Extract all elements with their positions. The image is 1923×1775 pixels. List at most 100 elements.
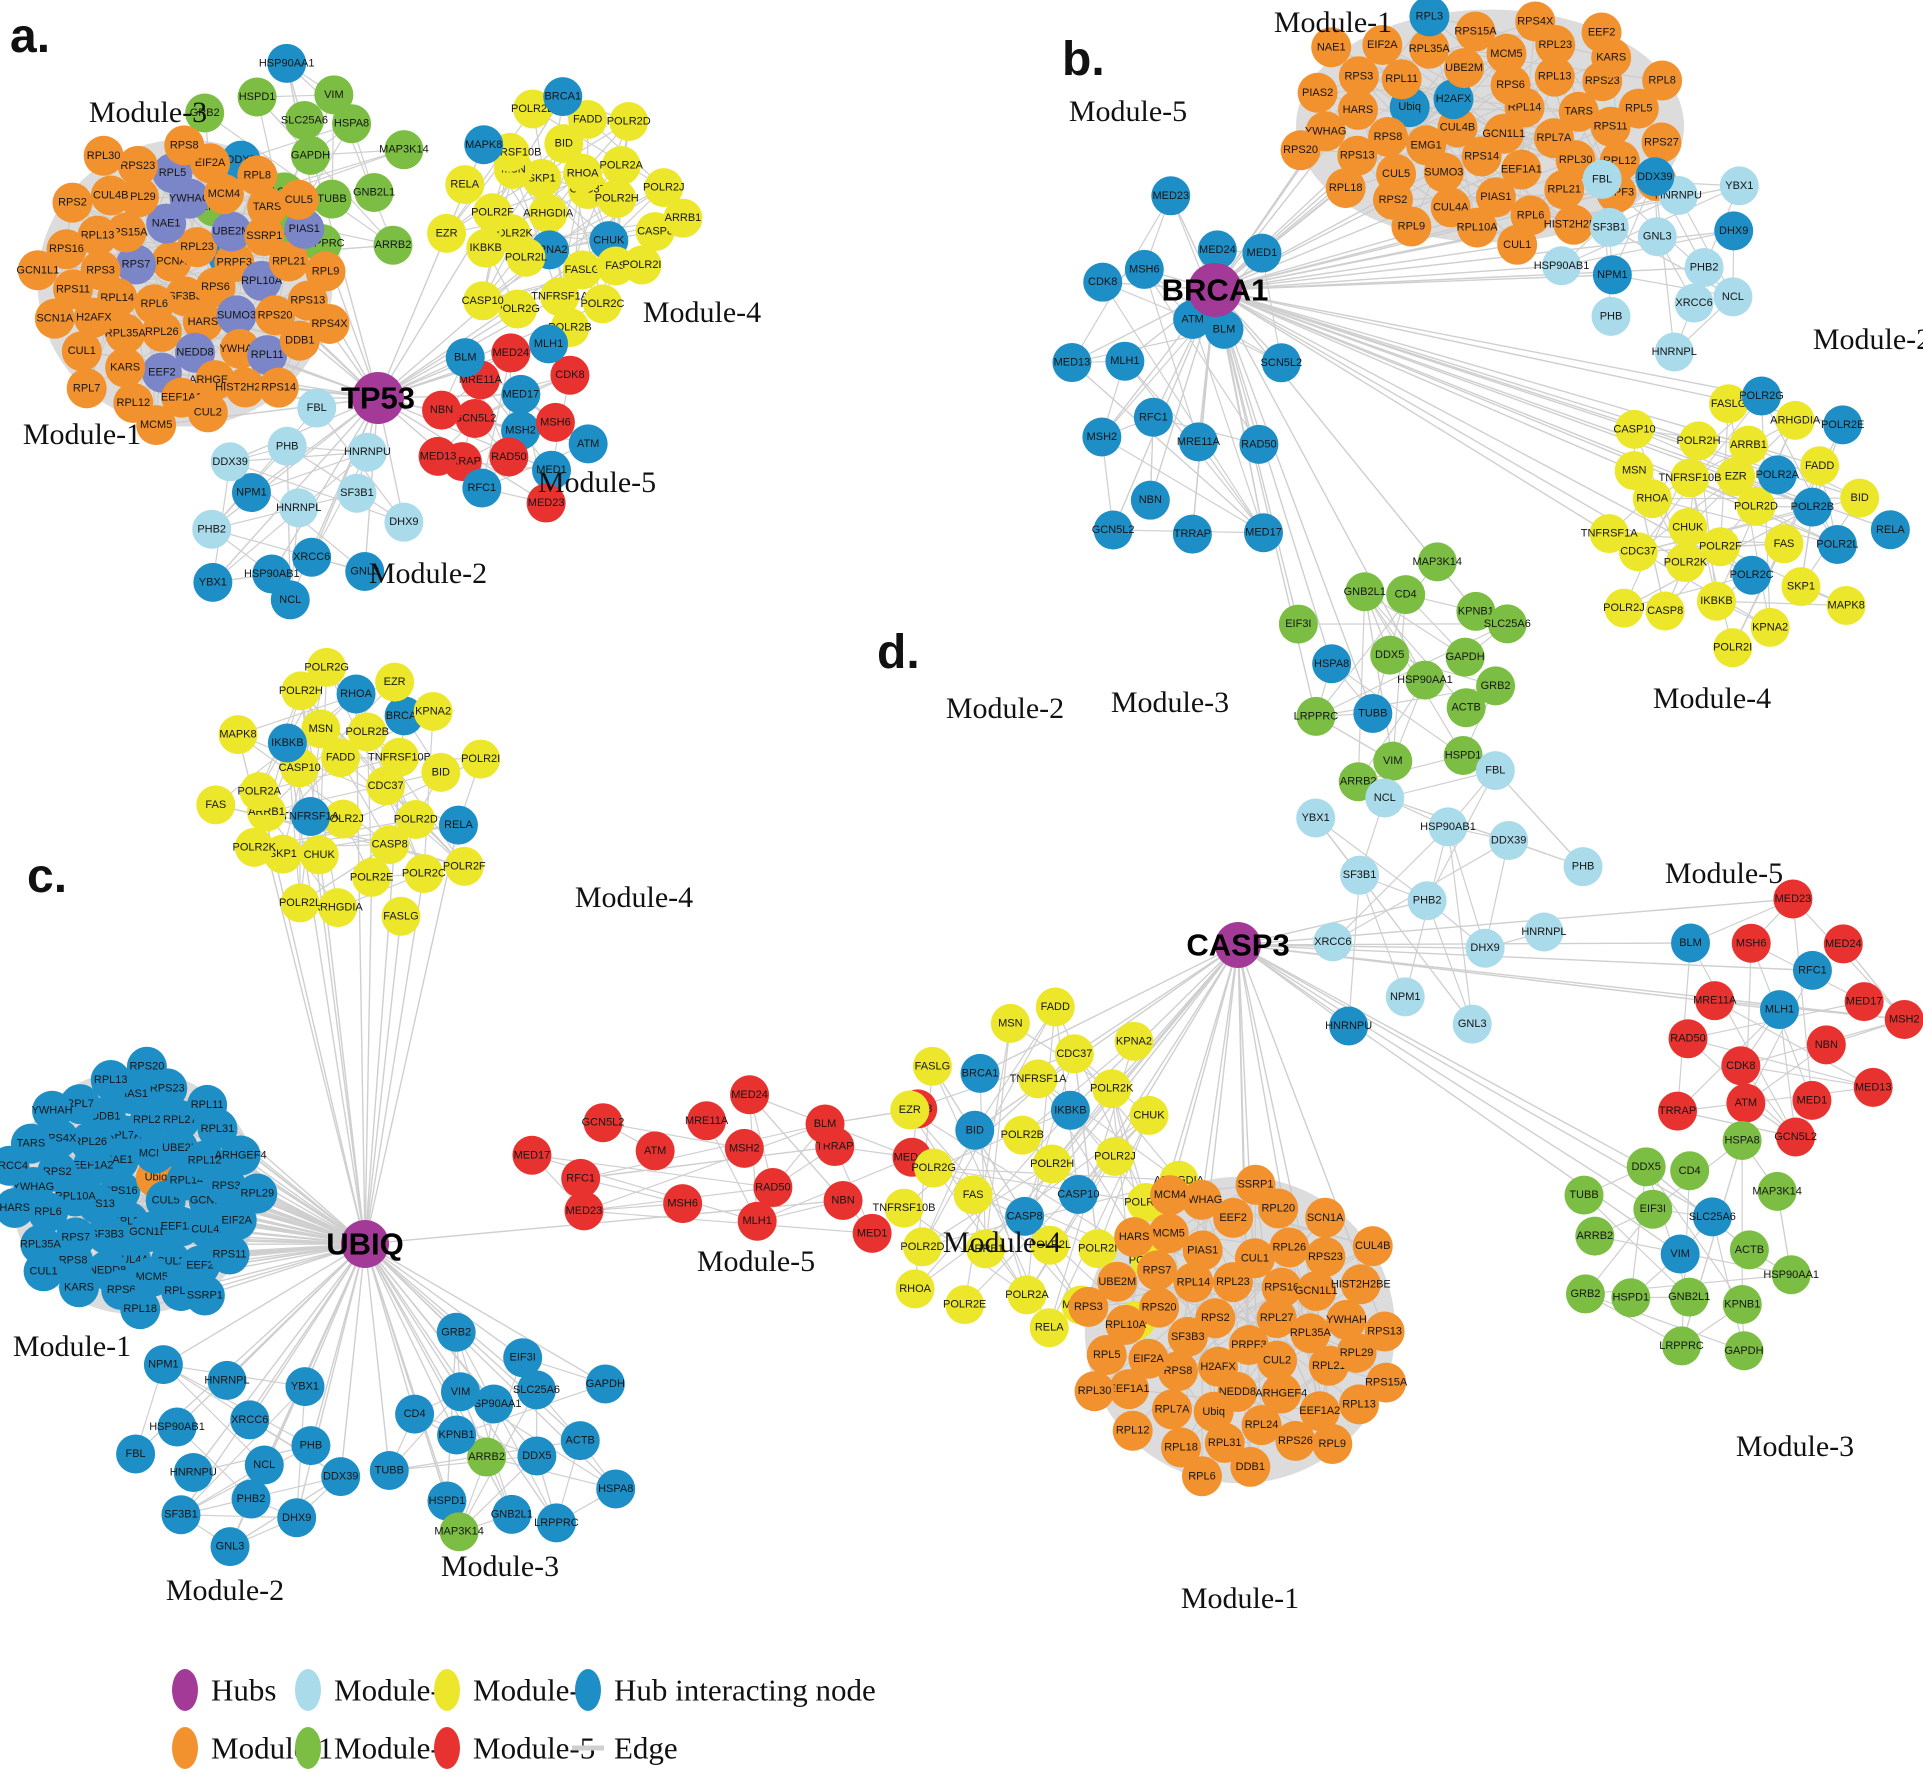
gene-node[interactable]: POLR2K — [233, 827, 277, 867]
gene-node-circle[interactable] — [427, 213, 467, 253]
gene-node[interactable]: MSN — [1614, 451, 1654, 491]
gene-node[interactable]: ARHGDIA — [523, 193, 574, 233]
gene-node-circle[interactable] — [1133, 397, 1173, 437]
gene-node-circle[interactable] — [1305, 1197, 1346, 1238]
gene-node[interactable]: MAPK8 — [1826, 585, 1866, 625]
gene-node-circle[interactable] — [568, 100, 608, 140]
gene-node-circle[interactable] — [1452, 1004, 1492, 1044]
gene-node[interactable]: ATM — [568, 424, 608, 464]
hub-circle[interactable] — [1188, 263, 1242, 317]
gene-node-circle[interactable] — [687, 1101, 727, 1141]
gene-node[interactable]: PIAS1 — [1475, 177, 1516, 218]
gene-node[interactable]: PHB — [291, 1426, 331, 1466]
gene-node-circle[interactable] — [291, 797, 331, 837]
gene-node[interactable]: GAPDH — [291, 135, 330, 175]
gene-node-circle[interactable] — [1030, 1225, 1070, 1265]
gene-node-circle[interactable] — [395, 1394, 435, 1434]
gene-node[interactable]: RPL31 — [1204, 1422, 1245, 1463]
gene-node-circle[interactable] — [1213, 1197, 1254, 1238]
gene-node[interactable]: PHB — [267, 426, 307, 466]
gene-node[interactable]: RPS4X — [309, 303, 350, 344]
gene-node[interactable]: YBX1 — [193, 562, 233, 602]
gene-node-circle[interactable] — [255, 295, 296, 336]
gene-node-circle[interactable] — [960, 1053, 1000, 1093]
hub-node-CASP3[interactable]: CASP3 — [1186, 922, 1290, 968]
gene-node-circle[interactable] — [1152, 1389, 1193, 1430]
gene-node-circle[interactable] — [1642, 60, 1683, 101]
gene-node[interactable]: HNRNPL — [1521, 912, 1567, 952]
gene-node[interactable]: HSPD1 — [237, 77, 277, 117]
gene-node[interactable]: RPS11 — [53, 269, 94, 310]
gene-node[interactable]: POLR2E — [350, 857, 393, 897]
gene-node-circle[interactable] — [421, 752, 461, 792]
gene-node[interactable]: HSPD1 — [1443, 735, 1483, 775]
gene-node[interactable]: MSN — [301, 709, 341, 749]
gene-node-circle[interactable] — [1840, 478, 1880, 518]
gene-node[interactable]: HSPD1 — [1611, 1278, 1651, 1318]
hub-circle[interactable] — [352, 372, 404, 424]
gene-node[interactable]: POLR2F — [1699, 527, 1742, 567]
gene-node-circle[interactable] — [1497, 224, 1538, 265]
gene-node[interactable]: CUL2 — [1257, 1340, 1298, 1381]
gene-node[interactable]: NBN — [823, 1180, 863, 1220]
gene-node-circle[interactable] — [279, 320, 320, 361]
gene-node[interactable]: CUL1 — [61, 331, 102, 372]
gene-node-circle[interactable] — [1515, 1, 1556, 42]
gene-node-circle[interactable] — [1235, 1164, 1276, 1205]
gene-node-circle[interactable] — [244, 216, 285, 257]
gene-node[interactable]: POLR2F — [443, 846, 486, 886]
gene-node[interactable]: RPL27 — [1256, 1298, 1297, 1339]
gene-node[interactable]: TUBB — [1564, 1175, 1604, 1215]
gene-node[interactable]: RPS3 — [1338, 56, 1379, 97]
gene-node[interactable]: POLR2F — [471, 193, 514, 233]
gene-node[interactable]: RPS8 — [164, 125, 205, 166]
gene-node-circle[interactable] — [1729, 1230, 1769, 1270]
gene-node-circle[interactable] — [1800, 446, 1840, 486]
gene-node[interactable]: ARRB1 — [663, 198, 703, 238]
gene-node-circle[interactable] — [1373, 741, 1413, 781]
gene-node[interactable]: YBX1 — [285, 1367, 325, 1407]
gene-node-circle[interactable] — [1128, 1338, 1169, 1379]
gene-node[interactable]: MED1 — [852, 1213, 892, 1253]
gene-node-circle[interactable] — [1475, 751, 1515, 791]
gene-node[interactable]: PHB2 — [192, 509, 232, 549]
gene-node-circle[interactable] — [444, 846, 484, 886]
gene-node-circle[interactable] — [467, 1437, 507, 1477]
gene-node[interactable]: RPL26 — [141, 311, 182, 352]
gene-node[interactable]: HNRNPL — [276, 488, 321, 528]
gene-node-circle[interactable] — [1446, 688, 1486, 728]
gene-node-circle[interactable] — [1662, 1326, 1702, 1366]
gene-node[interactable]: ARRB2 — [467, 1437, 507, 1477]
gene-node[interactable]: YWHAH — [32, 1090, 73, 1131]
gene-node-circle[interactable] — [1456, 591, 1496, 631]
gene-node[interactable]: RFC1 — [1133, 397, 1173, 437]
gene-node[interactable]: TNFRSF10B — [873, 1188, 936, 1228]
gene-node-circle[interactable] — [1501, 149, 1542, 190]
gene-node[interactable]: MED23 — [1773, 879, 1813, 919]
gene-node-circle[interactable] — [267, 723, 307, 763]
gene-node[interactable]: HSPA8 — [596, 1469, 636, 1509]
gene-node-circle[interactable] — [1823, 405, 1863, 445]
gene-node[interactable]: TRRAP — [1658, 1091, 1698, 1131]
gene-node-circle[interactable] — [644, 168, 684, 208]
gene-node-circle[interactable] — [1589, 207, 1629, 247]
gene-node-circle[interactable] — [1641, 122, 1682, 163]
gene-node[interactable]: POLR2L — [1029, 1225, 1071, 1265]
gene-node[interactable]: SLC25A6 — [513, 1370, 560, 1410]
gene-node[interactable]: RPL24 — [1241, 1405, 1282, 1446]
gene-node-circle[interactable] — [1633, 1189, 1673, 1229]
gene-node-circle[interactable] — [161, 1495, 201, 1535]
gene-node-circle[interactable] — [1275, 1420, 1316, 1461]
gene-node-circle[interactable] — [237, 77, 277, 117]
gene-node[interactable]: TARS — [1558, 91, 1599, 132]
gene-node-circle[interactable] — [501, 374, 541, 414]
gene-node[interactable]: RPS14 — [1461, 136, 1502, 177]
gene-node-circle[interactable] — [1114, 1021, 1154, 1061]
gene-node[interactable]: RELA — [1870, 510, 1910, 550]
gene-node-circle[interactable] — [1700, 527, 1740, 567]
gene-node-circle[interactable] — [1114, 1217, 1155, 1258]
gene-node-circle[interactable] — [1105, 1304, 1146, 1345]
gene-node-circle[interactable] — [753, 1168, 793, 1208]
gene-node-circle[interactable] — [1721, 1046, 1761, 1086]
gene-node-circle[interactable] — [1204, 309, 1244, 349]
